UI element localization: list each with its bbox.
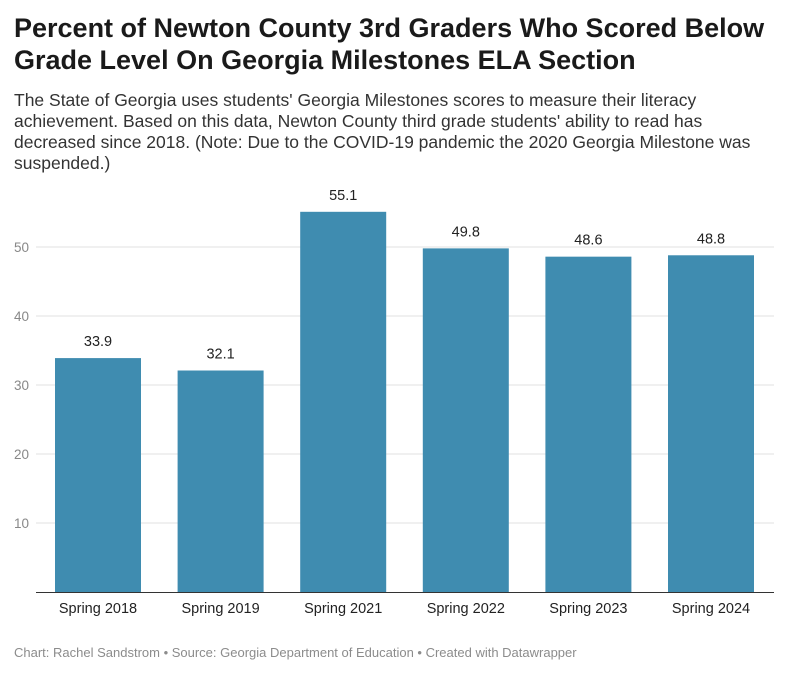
y-axis-ticks: 10 20 30 40 50 [14,240,29,531]
x-tick-label: Spring 2019 [181,601,259,617]
value-label: 33.9 [84,334,112,350]
chart-subtitle: The State of Georgia uses students' Geor… [14,90,751,173]
y-tick-label: 10 [14,516,29,531]
y-tick-label: 20 [14,447,29,462]
bar [668,255,754,592]
chart-footer: Chart: Rachel Sandstrom • Source: Georgi… [14,645,577,660]
value-label: 48.8 [697,231,725,247]
x-tick-label: Spring 2023 [549,601,627,617]
bars [55,211,754,592]
y-tick-label: 30 [14,378,29,393]
x-tick-label: Spring 2021 [304,601,382,617]
value-label: 49.8 [452,224,480,240]
bar [422,248,509,592]
gridlines [36,246,774,524]
bar [300,211,387,592]
x-tick-label: Spring 2024 [672,601,750,617]
chart-title: Percent of Newton County 3rd Graders Who… [14,13,765,75]
y-tick-label: 40 [14,309,29,324]
x-axis-ticks: Spring 2018 Spring 2019 Spring 2021 Spring … [59,601,750,617]
value-label: 48.6 [574,233,602,249]
value-label: 55.1 [329,188,357,204]
bar [55,358,141,592]
bar [177,370,264,592]
value-label: 32.1 [206,347,234,363]
x-tick-label: Spring 2018 [59,601,137,617]
x-tick-label: Spring 2022 [427,601,505,617]
y-tick-label: 50 [14,240,29,255]
value-labels: 33.9 32.1 55.1 49.8 48.6 48.8 [84,188,725,363]
bar [545,256,632,592]
